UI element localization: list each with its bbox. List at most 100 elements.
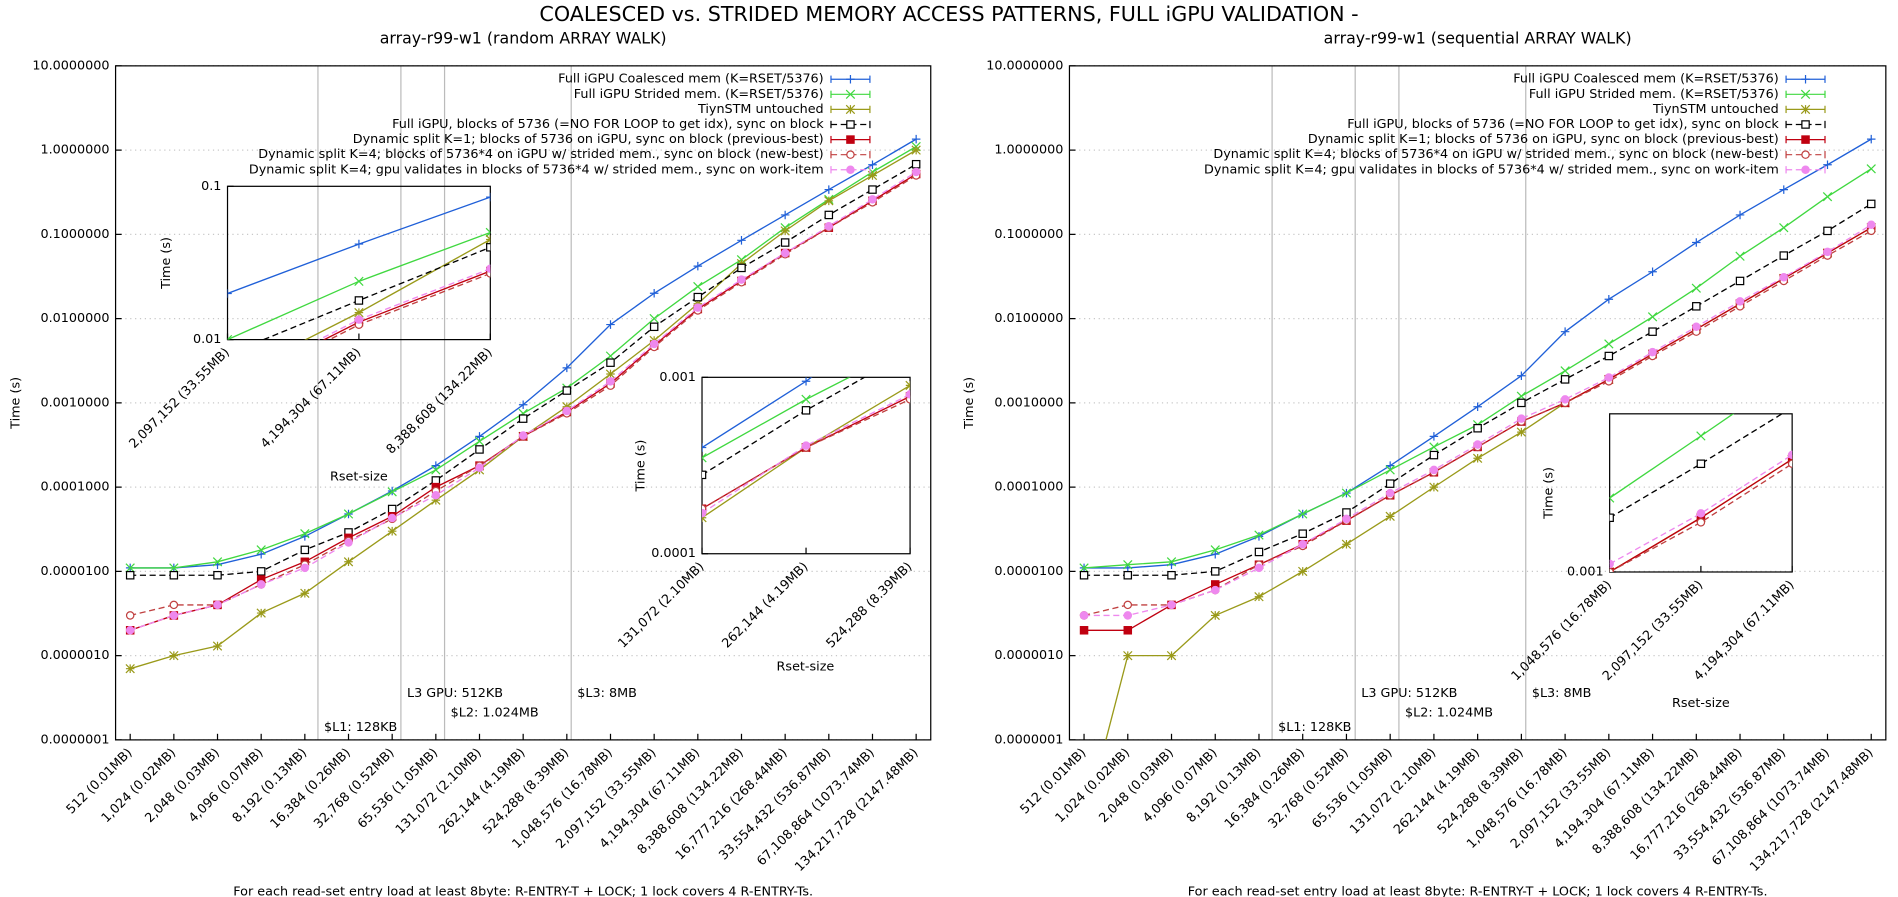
series-line [702, 393, 911, 514]
marker [780, 226, 790, 236]
marker [1473, 440, 1482, 449]
marker [1604, 294, 1614, 304]
marker [1735, 210, 1745, 220]
y-tick-label: 0.0000001 [994, 732, 1063, 747]
x-tick-label: 8,192 (0.13MB) [1184, 746, 1264, 826]
marker [387, 504, 397, 514]
marker [693, 261, 703, 271]
legend-marker [1801, 150, 1810, 159]
legend-label: TiynSTM untouched [697, 102, 824, 117]
marker [906, 342, 915, 351]
y-tick-label: 1.0000000 [994, 143, 1063, 158]
marker [1787, 459, 1793, 469]
marker [1123, 570, 1133, 580]
marker [1735, 297, 1745, 306]
annotation-label: $L2: 1.024MB [451, 706, 539, 721]
x-tick-label: 4,194,304 (67.11MB) [1691, 578, 1797, 684]
marker [300, 545, 310, 555]
marker [1166, 650, 1177, 661]
marker [518, 431, 528, 440]
marker [1167, 570, 1176, 580]
marker [1692, 322, 1701, 332]
y-tick-label: 0.0010000 [994, 395, 1063, 410]
marker [1609, 567, 1614, 572]
marker [300, 588, 310, 598]
marker [868, 185, 877, 194]
y-tick-label: 0.01 [193, 332, 221, 347]
marker [212, 641, 223, 651]
y-tick-label: 1.0000000 [40, 143, 109, 158]
marker [824, 196, 834, 206]
marker [1696, 459, 1706, 469]
marker [702, 453, 707, 463]
marker [1779, 185, 1789, 194]
series-line [130, 138, 917, 569]
marker [387, 513, 397, 523]
marker [1787, 450, 1793, 460]
marker [905, 380, 911, 391]
marker [693, 292, 703, 302]
legend-label: Dynamic split K=4; gpu validates in bloc… [1204, 162, 1779, 177]
marker [562, 386, 572, 395]
marker [1560, 327, 1570, 336]
marker [1735, 276, 1745, 286]
legend-marker [846, 120, 855, 129]
x-tick-label: 2,097,152 (33.55MB) [1600, 578, 1706, 684]
marker [1787, 454, 1793, 464]
y-tick-label: 0.0000010 [994, 648, 1063, 663]
marker [1866, 199, 1876, 209]
y-tick-label: 0.0001000 [40, 480, 109, 495]
y-tick-label: 0.0000001 [40, 732, 109, 747]
marker [1123, 626, 1133, 635]
marker [343, 509, 354, 519]
annotation-label: $L1: 128KB [324, 720, 397, 735]
x-tick-label: 8,192 (0.13MB) [230, 746, 310, 826]
marker [649, 322, 659, 332]
marker [1429, 450, 1439, 460]
annotation-label: $L3: 8MB [577, 686, 637, 701]
x-axis-label: Rset-size [1672, 696, 1730, 711]
marker [1609, 513, 1614, 523]
marker [1298, 529, 1307, 538]
marker [906, 348, 913, 355]
y-tick-label: 10.0000000 [986, 58, 1063, 73]
marker [1254, 592, 1264, 602]
marker [737, 263, 746, 273]
marker [224, 388, 231, 395]
marker [1823, 247, 1832, 257]
marker [1517, 371, 1526, 380]
marker [1866, 164, 1876, 174]
marker [1604, 339, 1614, 349]
marker [1560, 395, 1570, 404]
marker [824, 185, 834, 194]
marker [169, 563, 179, 573]
marker [354, 276, 364, 287]
y-axis-label: Time (s) [634, 440, 649, 493]
marker [1123, 600, 1133, 610]
marker [125, 570, 135, 580]
marker [737, 236, 746, 245]
y-tick-label: 0.0000010 [40, 648, 109, 663]
marker [344, 538, 353, 547]
marker [354, 307, 364, 318]
marker [911, 167, 921, 177]
marker [475, 463, 484, 472]
marker [1516, 427, 1527, 437]
marker [475, 445, 484, 454]
legend-label: Dynamic split K=4; blocks of 5736*4 on i… [258, 147, 823, 162]
marker [605, 369, 616, 379]
legend-marker [1801, 120, 1810, 129]
marker [1517, 414, 1526, 423]
x-tick-label: 65,536 (1.05MB) [355, 746, 441, 832]
x-axis-label: Rset-size [777, 659, 835, 674]
marker [824, 221, 834, 231]
marker [1385, 488, 1395, 498]
marker [169, 570, 179, 580]
marker [343, 557, 354, 567]
marker [387, 526, 397, 536]
legend-marker [846, 74, 855, 84]
marker [1210, 545, 1220, 555]
marker [702, 508, 707, 518]
marker [1823, 226, 1832, 236]
